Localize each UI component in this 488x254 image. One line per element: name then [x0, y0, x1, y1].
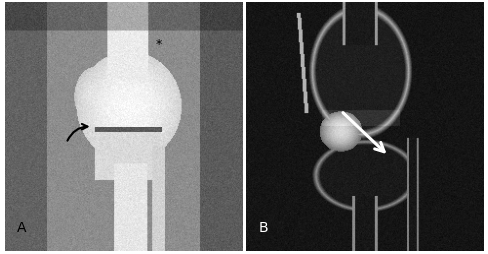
- Text: *: *: [155, 38, 162, 51]
- Text: A: A: [17, 220, 26, 234]
- Text: B: B: [258, 220, 267, 234]
